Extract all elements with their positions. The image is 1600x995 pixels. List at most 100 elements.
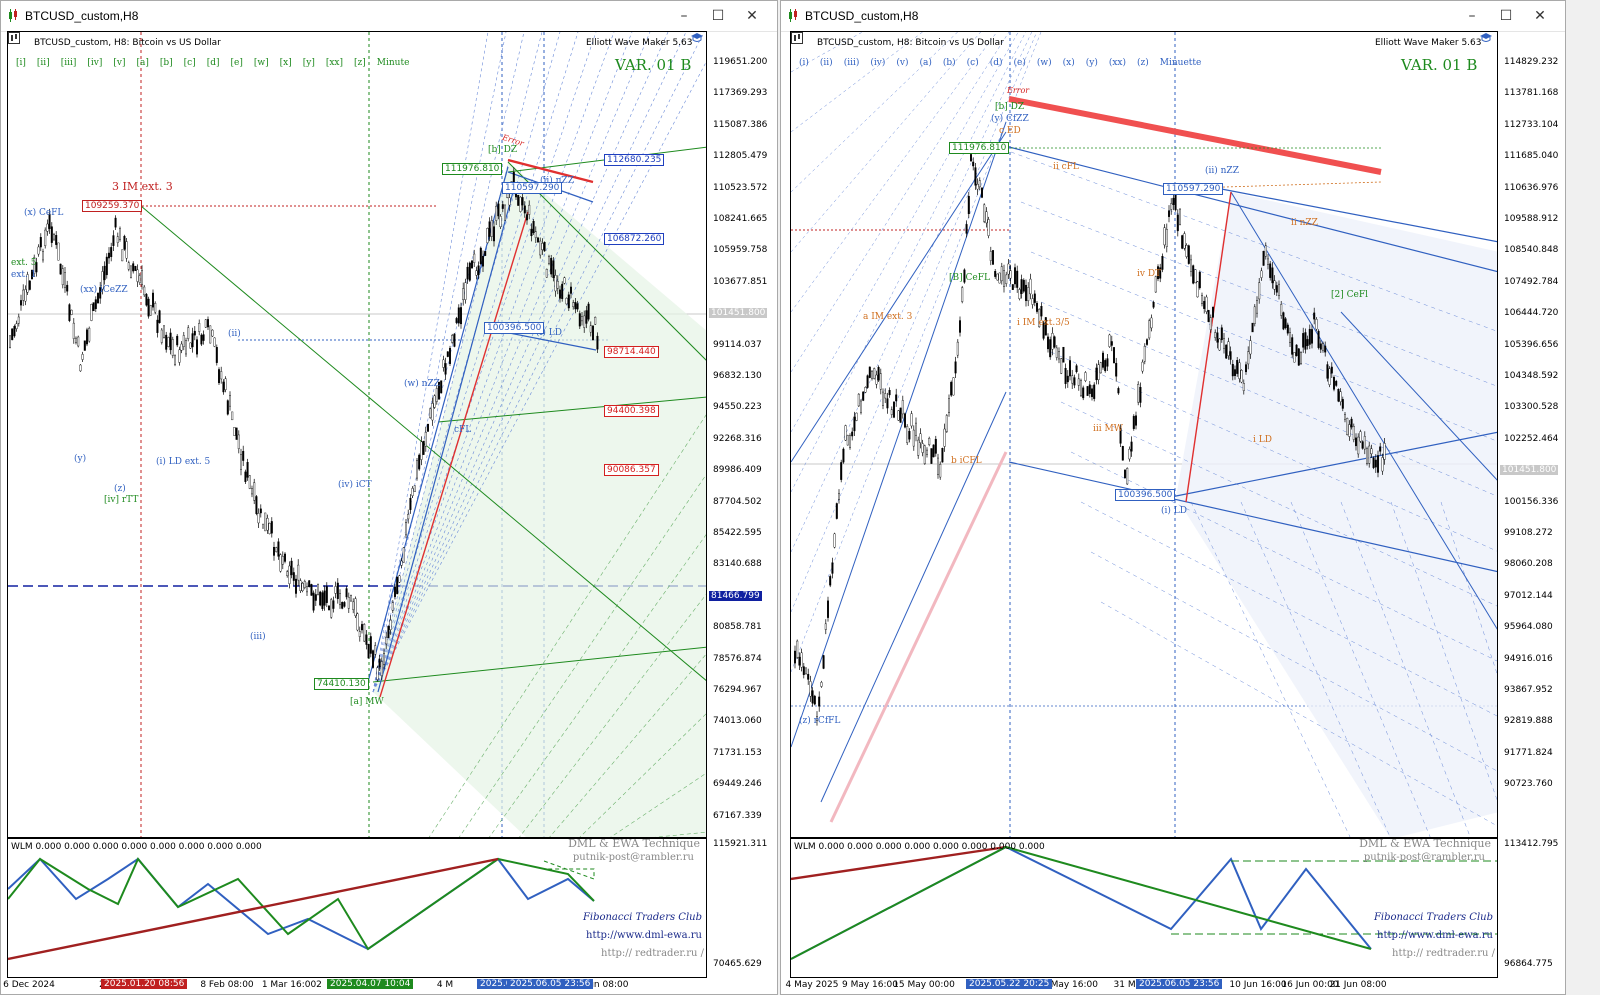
minimize-button[interactable]: – — [1468, 8, 1476, 24]
credit-text: Fibonacci Traders Club — [1373, 912, 1493, 923]
wave-button[interactable]: [y] — [302, 58, 315, 68]
wave-button[interactable]: (y) — [1085, 58, 1098, 68]
candle-body — [154, 303, 157, 313]
maximize-button[interactable]: ☐ — [1499, 8, 1513, 24]
wave-button[interactable]: [xx] — [325, 58, 344, 68]
candle-body — [136, 269, 139, 282]
wave-button[interactable]: [w] — [253, 58, 269, 68]
credit-link[interactable]: http://www.dml-ewa.ru — [1377, 930, 1493, 941]
candle-body — [1128, 448, 1131, 460]
credit-link[interactable]: http://www.dml-ewa.ru — [586, 930, 702, 941]
degree-label[interactable]: Minuette — [1159, 58, 1202, 68]
wave-button[interactable]: [v] — [113, 58, 126, 68]
wave-button[interactable]: [iii] — [60, 58, 77, 68]
grid-line — [1060, 401, 1497, 607]
chart-window-right[interactable]: BTCUSD_custom,H8 – ☐ ✕ BTCUSD_custom, H8… — [780, 0, 1566, 995]
degree-label[interactable]: Minute — [376, 58, 410, 68]
credit-link[interactable]: http:// redtrader.ru / — [1392, 948, 1495, 959]
credit-link[interactable]: http:// redtrader.ru / — [601, 948, 704, 959]
wave-button[interactable]: (d) — [989, 58, 1003, 68]
wave-label: i IM ext.3/5 — [1017, 318, 1070, 328]
wave-button[interactable]: (iii) — [843, 58, 860, 68]
wave-button[interactable]: (b) — [942, 58, 956, 68]
wave-button[interactable]: [iv] — [87, 58, 103, 68]
candle-body — [1069, 360, 1072, 377]
candle-body — [545, 268, 548, 278]
price-axis[interactable]: 119651.200 117369.293 115087.386 112805.479… — [707, 31, 771, 838]
wave-button[interactable]: [b] — [159, 58, 173, 68]
candle-body — [1289, 332, 1292, 343]
price-plot-area[interactable]: BTCUSD_custom, H8: Bitcoin vs US Dollar … — [790, 31, 1498, 838]
wave-button[interactable]: (ii) — [819, 58, 833, 68]
candle-body — [925, 449, 928, 455]
graduation-cap-icon — [691, 33, 703, 42]
window-titlebar[interactable]: BTCUSD_custom,H8 – ☐ ✕ — [1, 1, 777, 32]
chart-window-left[interactable]: BTCUSD_custom,H8 – ☐ ✕ BTCUSD_custom, H8… — [0, 0, 778, 995]
wave-button[interactable]: [c] — [183, 58, 196, 68]
candle-body — [246, 462, 249, 478]
candle-body — [226, 400, 229, 415]
wave-button[interactable]: (c) — [966, 58, 979, 68]
candle-body — [849, 435, 852, 448]
close-button[interactable]: ✕ — [1534, 8, 1546, 24]
candle-body — [567, 294, 570, 309]
wlm-indicator-pane[interactable]: WLM 0.000 0.000 0.000 0.000 0.000 0.000 … — [7, 838, 771, 978]
candle-body — [548, 256, 551, 264]
time-axis[interactable]: 6 Dec 202427 Dec8 Feb 08:001 Mar 16:0024… — [3, 978, 707, 994]
candle-body — [310, 584, 313, 596]
candle-body — [1058, 351, 1061, 360]
price-tick: 71731.153 — [713, 747, 762, 758]
price-tick: 74013.060 — [713, 716, 762, 727]
candle-body — [215, 347, 218, 363]
wave-button[interactable]: [x] — [279, 58, 292, 68]
candle-body — [114, 217, 117, 228]
candle-body — [1139, 387, 1142, 403]
maximize-button[interactable]: ☐ — [711, 8, 725, 24]
wave-button[interactable]: (a) — [919, 58, 932, 68]
wave-button[interactable]: [e] — [230, 58, 243, 68]
candle-body — [1328, 368, 1331, 385]
wave-button[interactable]: [z] — [354, 58, 366, 68]
window-titlebar[interactable]: BTCUSD_custom,H8 – ☐ ✕ — [781, 1, 1565, 32]
candle-body — [1093, 384, 1096, 399]
candle-body — [570, 286, 573, 294]
candle-body — [1033, 293, 1036, 303]
close-button[interactable]: ✕ — [746, 8, 758, 24]
time-tick: 15 May 00:00 — [893, 980, 955, 990]
wave-button[interactable]: [a] — [136, 58, 149, 68]
candle-body — [64, 272, 67, 288]
candle-body — [261, 523, 264, 529]
wave-label: (ii) nZZ — [540, 176, 574, 186]
wave-button[interactable]: (w) — [1036, 58, 1052, 68]
candle-body — [989, 251, 992, 261]
wave-button[interactable]: (xx) — [1108, 58, 1127, 68]
price-plot-area[interactable]: BTCUSD_custom, H8: Bitcoin vs US Dollar … — [7, 31, 707, 838]
price-axis[interactable]: 114829.232 113781.168 112733.104 111685.040… — [1498, 31, 1565, 838]
wave-button[interactable]: [i] — [16, 58, 26, 68]
indicator-plot-area[interactable]: WLM 0.000 0.000 0.000 0.000 0.000 0.000 … — [7, 838, 707, 978]
fibonacci-fan-line — [372, 32, 633, 693]
candle-body — [1172, 197, 1175, 206]
price-tick: 106444.720 — [1504, 308, 1559, 319]
candle-body — [1295, 344, 1298, 356]
wave-button[interactable]: (x) — [1062, 58, 1075, 68]
wave-button[interactable]: (iv) — [870, 58, 886, 68]
candle-body — [1311, 329, 1314, 344]
time-axis[interactable]: 4 May 2025 9 May 16:00 15 May 00:00 5 May 1… — [786, 978, 1498, 994]
indicator-plot-area[interactable]: WLM 0.000 0.000 0.000 0.000 0.000 0.000 … — [790, 838, 1498, 978]
wave-button[interactable]: (i) — [799, 58, 809, 68]
price-chart[interactable]: BTCUSD_custom, H8: Bitcoin vs US Dollar … — [790, 31, 1565, 838]
price-chart[interactable]: BTCUSD_custom, H8: Bitcoin vs US Dollar … — [7, 31, 771, 838]
candle-body — [1297, 348, 1300, 366]
wave-button[interactable]: (z) — [1137, 58, 1149, 68]
minimize-button[interactable]: – — [680, 8, 688, 24]
wlm-indicator-pane[interactable]: WLM 0.000 0.000 0.000 0.000 0.000 0.000 … — [790, 838, 1565, 978]
candle-body — [308, 580, 311, 588]
wave-label: [iv] rTT — [104, 495, 139, 505]
wave-button[interactable]: [ii] — [36, 58, 50, 68]
candle-body — [486, 228, 489, 243]
candle-body — [162, 325, 165, 339]
wave-button[interactable]: (e) — [1013, 58, 1026, 68]
wave-button[interactable]: [d] — [206, 58, 220, 68]
wave-button[interactable]: (v) — [896, 58, 909, 68]
